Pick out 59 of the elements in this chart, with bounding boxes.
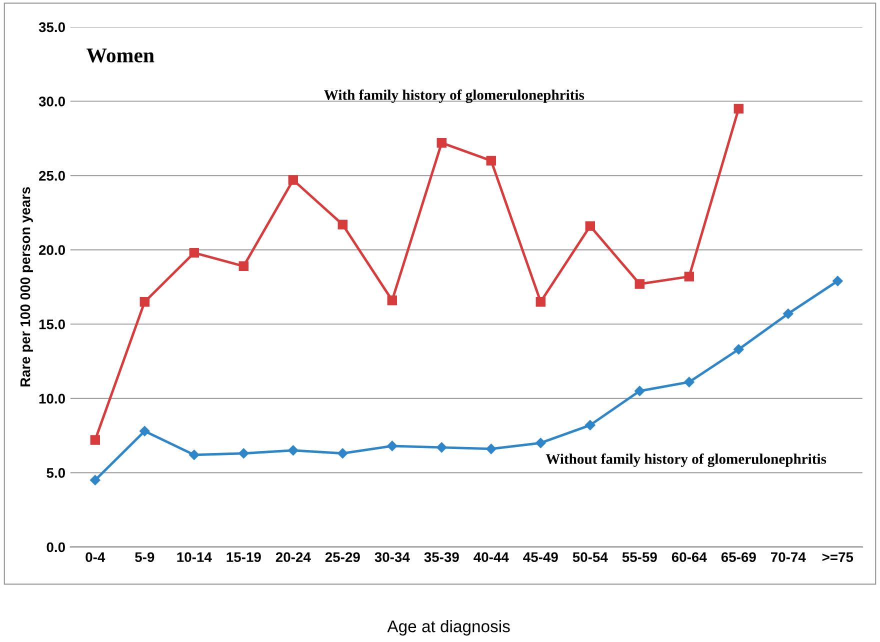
y-tick-label: 15.0 xyxy=(39,319,65,330)
x-axis-title: Age at diagnosis xyxy=(387,620,510,636)
point xyxy=(288,445,298,456)
x-tick-label: 5-9 xyxy=(135,552,154,562)
x-tick-label: >=75 xyxy=(822,552,854,562)
point xyxy=(387,440,398,452)
y-tick-label: 25.0 xyxy=(38,170,65,181)
y-tick-label: 5.0 xyxy=(46,468,65,478)
point xyxy=(238,448,249,458)
point xyxy=(486,156,496,166)
point xyxy=(90,435,100,445)
text: Women xyxy=(86,48,154,63)
x-tick-label: 50-54 xyxy=(572,552,608,562)
point xyxy=(634,386,645,396)
point xyxy=(436,138,447,148)
point xyxy=(684,272,694,282)
x-tick-label: 0-4 xyxy=(86,552,106,562)
point xyxy=(189,450,200,460)
point xyxy=(238,261,249,272)
point xyxy=(734,104,744,114)
x-tick-label: 45-49 xyxy=(523,552,558,562)
y-axis-title: Rare per 100 000 person years xyxy=(20,187,33,386)
point xyxy=(140,426,150,436)
y-tick-label: 20.0 xyxy=(38,245,65,255)
point xyxy=(288,175,298,185)
point xyxy=(338,448,348,458)
x-tick-label: 40-44 xyxy=(474,552,509,562)
x-tick-label: 65-69 xyxy=(721,552,756,562)
point xyxy=(486,444,496,454)
point xyxy=(536,438,546,448)
point xyxy=(783,308,794,319)
point xyxy=(338,220,348,230)
x-tick-label: 15-19 xyxy=(226,552,261,562)
x-tick-label: 35-39 xyxy=(424,552,459,562)
y-tick-label: 30.0 xyxy=(38,96,65,106)
point xyxy=(387,295,398,306)
x-tick-label: 10-14 xyxy=(177,552,212,562)
x-tick-label: 55-59 xyxy=(622,552,657,562)
text: With family history of glomerulonephritis xyxy=(324,90,584,103)
point xyxy=(634,279,645,289)
point xyxy=(436,442,447,453)
y-tick-label: 35.0 xyxy=(38,22,65,32)
series-label: Without family history of glomerulonephritis xyxy=(546,454,826,467)
point xyxy=(734,344,744,354)
point xyxy=(684,376,694,388)
point xyxy=(832,276,843,286)
point xyxy=(189,248,200,258)
y-tick-label: 0.0 xyxy=(46,542,65,552)
point xyxy=(90,475,100,486)
point xyxy=(585,420,596,430)
x-tick-label: 20-24 xyxy=(276,552,311,562)
x-tick-label: 60-64 xyxy=(672,552,707,562)
point xyxy=(536,296,546,307)
x-tick-label: 25-29 xyxy=(325,552,360,562)
x-tick-label: 70-74 xyxy=(770,552,806,562)
x-tick-label: 30-34 xyxy=(374,552,410,562)
point xyxy=(140,296,150,307)
point xyxy=(585,221,596,231)
y-tick-label: 10.0 xyxy=(39,394,65,404)
